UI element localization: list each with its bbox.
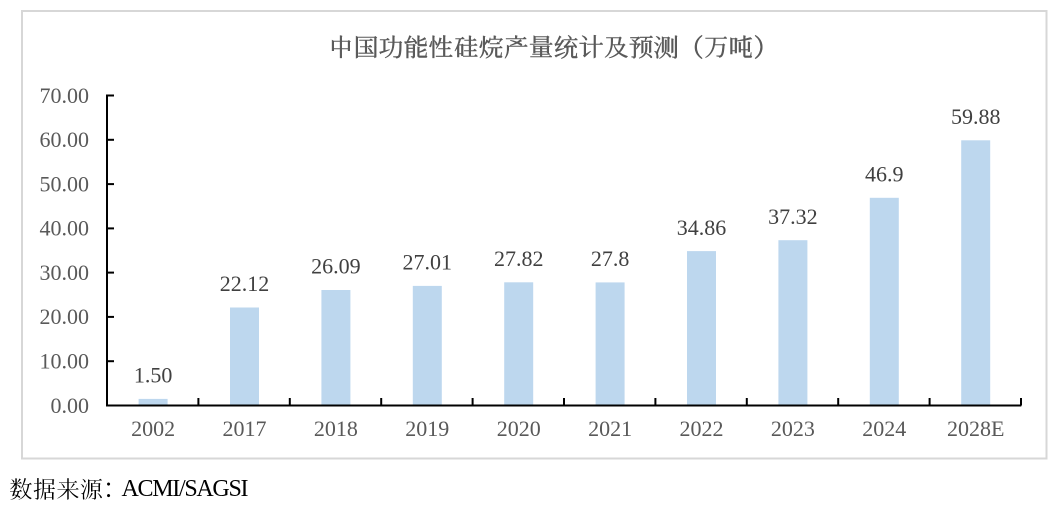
svg-text:2020: 2020 bbox=[497, 416, 541, 441]
svg-text:1.50: 1.50 bbox=[134, 363, 173, 388]
svg-text:37.32: 37.32 bbox=[768, 204, 818, 229]
svg-text:40.00: 40.00 bbox=[40, 216, 90, 241]
svg-text:10.00: 10.00 bbox=[40, 349, 90, 374]
svg-text:2028E: 2028E bbox=[947, 416, 1004, 441]
svg-text:2023: 2023 bbox=[771, 416, 815, 441]
svg-text:26.09: 26.09 bbox=[311, 254, 361, 279]
svg-text:50.00: 50.00 bbox=[40, 171, 90, 196]
svg-text:20.00: 20.00 bbox=[40, 304, 90, 329]
svg-text:22.12: 22.12 bbox=[220, 271, 270, 296]
svg-text:59.88: 59.88 bbox=[951, 104, 1001, 129]
svg-text:46.9: 46.9 bbox=[865, 162, 904, 187]
svg-text:30.00: 30.00 bbox=[40, 260, 90, 285]
svg-text:2018: 2018 bbox=[314, 416, 358, 441]
svg-text:2002: 2002 bbox=[131, 416, 175, 441]
svg-text:27.8: 27.8 bbox=[591, 246, 630, 271]
svg-text:2022: 2022 bbox=[680, 416, 724, 441]
svg-text:70.00: 70.00 bbox=[40, 83, 90, 108]
svg-text:27.01: 27.01 bbox=[403, 250, 453, 275]
svg-text:2021: 2021 bbox=[588, 416, 632, 441]
svg-text:0.00: 0.00 bbox=[51, 393, 90, 418]
svg-text:2017: 2017 bbox=[223, 416, 267, 441]
svg-text:中国功能性硅烷产量统计及预测（万吨）: 中国功能性硅烷产量统计及预测（万吨） bbox=[329, 32, 779, 63]
svg-text:2024: 2024 bbox=[862, 416, 906, 441]
svg-text:27.82: 27.82 bbox=[494, 246, 544, 271]
svg-text:2019: 2019 bbox=[405, 416, 449, 441]
svg-text:34.86: 34.86 bbox=[677, 215, 727, 240]
svg-text:60.00: 60.00 bbox=[40, 127, 90, 152]
